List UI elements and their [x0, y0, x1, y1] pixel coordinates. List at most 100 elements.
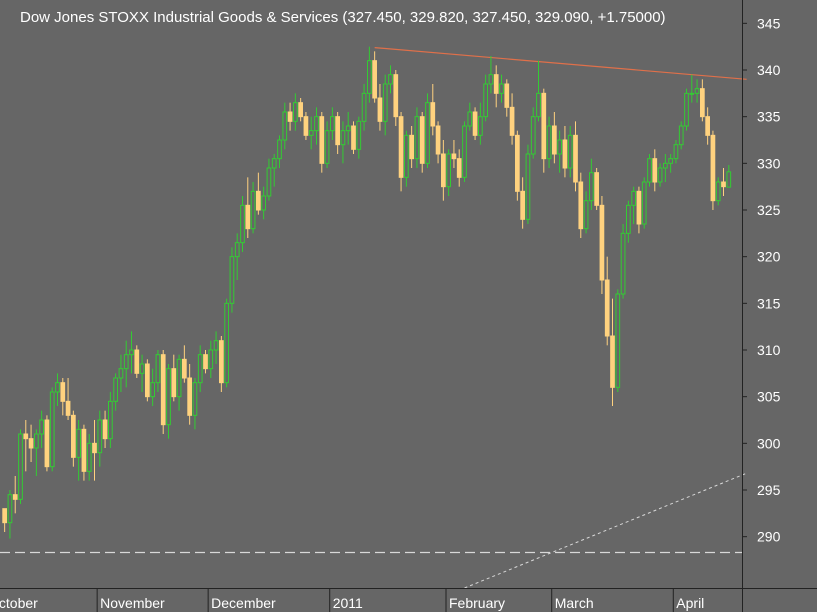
candle-body — [345, 125, 351, 132]
candle — [18, 429, 23, 504]
candle — [525, 144, 531, 224]
candle — [102, 410, 108, 448]
candle-body — [139, 363, 145, 374]
candle — [710, 130, 716, 210]
candle — [515, 130, 520, 201]
trend-lines — [0, 47, 747, 589]
candle-body — [298, 102, 303, 118]
candle — [234, 233, 240, 280]
candle-body — [49, 391, 55, 468]
candle — [594, 168, 599, 210]
x-tick-label: February — [449, 595, 505, 611]
candle — [192, 378, 198, 430]
candle — [552, 112, 557, 164]
candle — [213, 331, 219, 364]
candle-body — [552, 125, 557, 155]
candle — [599, 196, 605, 294]
candle — [250, 182, 256, 234]
candle — [49, 387, 55, 472]
y-tick-label: 295 — [757, 482, 781, 498]
y-tick-label: 320 — [757, 249, 781, 265]
candle-body — [213, 340, 219, 351]
candle — [7, 490, 13, 539]
candle-body — [308, 130, 314, 136]
candle-body — [97, 419, 103, 454]
y-tick-label: 290 — [757, 529, 781, 545]
candle — [108, 392, 113, 448]
candle-body — [520, 190, 525, 220]
candle-body — [398, 116, 404, 178]
candle — [483, 74, 488, 122]
y-tick-label: 305 — [757, 389, 781, 405]
candle-body — [81, 428, 87, 472]
candle — [488, 56, 494, 94]
candle-body — [435, 125, 441, 155]
candle-body — [18, 433, 23, 500]
candle-body — [361, 92, 367, 122]
candle-body — [240, 204, 245, 244]
candle — [160, 350, 166, 434]
candle-body — [705, 116, 710, 136]
candle-body — [44, 419, 50, 468]
candle-body — [166, 368, 171, 426]
candle — [134, 345, 140, 378]
candle-body — [636, 190, 642, 225]
candle-body — [483, 83, 488, 118]
candle-body — [208, 349, 214, 370]
candle — [240, 196, 245, 252]
candle-body — [335, 116, 340, 146]
candle — [229, 247, 235, 313]
candle — [129, 331, 134, 374]
candle-body — [446, 153, 451, 188]
candle-body — [567, 134, 573, 169]
candle — [493, 65, 499, 108]
candle-body — [451, 153, 457, 160]
candle-body — [372, 60, 377, 99]
candle-body — [266, 167, 272, 197]
candle — [256, 172, 261, 215]
candle — [541, 88, 547, 173]
candle-body — [721, 181, 726, 188]
candle — [583, 191, 589, 234]
candle — [208, 340, 214, 378]
candle — [261, 186, 266, 220]
y-tick-label: 310 — [757, 342, 781, 358]
candle — [166, 364, 171, 439]
candle — [509, 93, 515, 145]
candle — [520, 177, 525, 229]
candle — [663, 154, 668, 182]
support-trend-line — [464, 472, 747, 589]
candle-body — [626, 204, 631, 234]
chart-title: Dow Jones STOXX Industrial Goods & Servi… — [20, 9, 666, 26]
candle — [277, 135, 282, 168]
candle-body — [23, 433, 29, 440]
candle-body — [219, 340, 224, 384]
candle — [293, 93, 298, 131]
candle-body — [123, 354, 129, 370]
candle — [345, 112, 351, 145]
candle — [171, 354, 177, 402]
candle-body — [694, 88, 700, 94]
candle — [700, 79, 705, 122]
candle — [44, 415, 50, 472]
candle — [271, 154, 277, 187]
candle — [705, 107, 710, 145]
candle — [546, 116, 552, 168]
candle — [657, 163, 663, 187]
candle-body — [536, 92, 541, 118]
candle — [86, 434, 92, 481]
candle — [330, 107, 335, 140]
candle — [34, 429, 39, 476]
candle — [626, 200, 631, 243]
candle — [567, 126, 573, 178]
candle — [308, 116, 314, 150]
candle-body — [256, 190, 261, 211]
candle-body — [155, 354, 161, 384]
candle — [441, 140, 446, 201]
candle — [39, 410, 44, 448]
candle-body — [282, 111, 288, 141]
candle-body — [668, 158, 673, 164]
candle-body — [388, 74, 393, 85]
candle — [12, 476, 18, 514]
